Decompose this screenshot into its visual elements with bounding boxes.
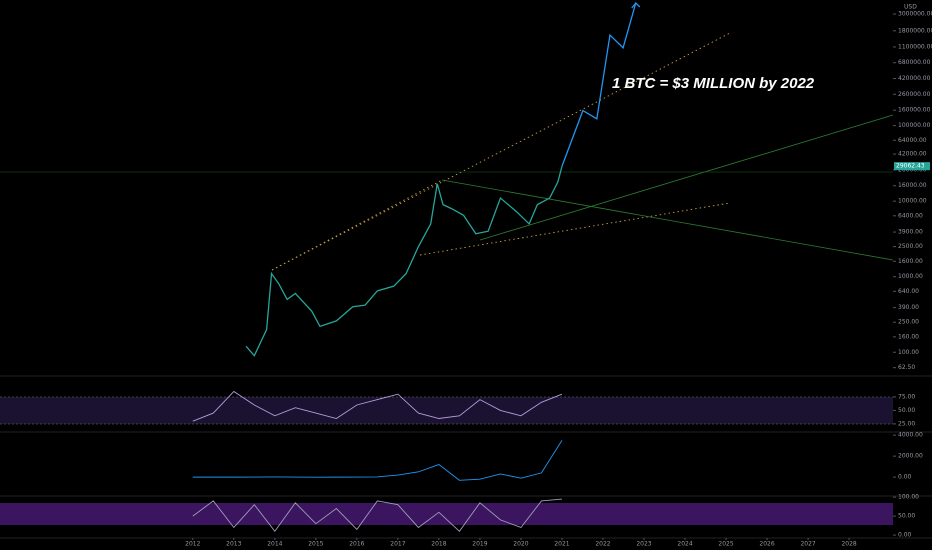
x-tick-label: 2021 xyxy=(554,541,569,548)
y-tick-label: 0.00 xyxy=(898,474,912,481)
last-price-box xyxy=(894,162,930,171)
y-tick-label: 1100000.00 xyxy=(898,43,932,50)
y-tick-label: 1000.00 xyxy=(898,273,923,280)
y-tick-label: 1800000.00 xyxy=(898,27,932,34)
y-tick-label: 160000.00 xyxy=(898,107,931,114)
y-tick-label: 250.00 xyxy=(898,319,919,326)
trend-line xyxy=(479,114,894,241)
x-tick-label: 2020 xyxy=(513,541,528,548)
y-tick-label: 100000.00 xyxy=(898,122,931,129)
y-tick-label: 4000.00 xyxy=(898,432,923,439)
arrow-head xyxy=(631,2,641,9)
axis-unit: USD xyxy=(904,4,917,11)
y-tick-label: 3900.00 xyxy=(898,229,923,236)
series-line xyxy=(192,498,563,533)
y-tick-label: 160.00 xyxy=(898,333,919,340)
x-tick-label: 2022 xyxy=(595,541,610,548)
y-tick-label: 0.00 xyxy=(898,532,912,539)
y-tick-label: 75.00 xyxy=(898,393,915,400)
y-tick-label: 420000.00 xyxy=(898,75,931,82)
x-tick-label: 2025 xyxy=(718,541,733,548)
trend-line xyxy=(441,179,894,261)
x-tick-label: 2014 xyxy=(267,541,282,548)
y-tick-label: 680000.00 xyxy=(898,59,931,66)
series-line xyxy=(192,440,563,481)
trend-line xyxy=(271,179,443,271)
y-tick-label: 100.00 xyxy=(898,349,919,356)
y-tick-label: 10000.00 xyxy=(898,198,927,205)
x-tick-label: 2013 xyxy=(226,541,241,548)
y-tick-label: 260000.00 xyxy=(898,91,931,98)
trend-line xyxy=(419,202,731,256)
y-tick-label: 25.00 xyxy=(898,420,915,427)
y-tick-label: 2500.00 xyxy=(898,243,923,250)
stoch-band xyxy=(0,503,893,525)
series-line xyxy=(192,390,563,422)
y-tick-label: 390.00 xyxy=(898,304,919,311)
y-tick-label: 16000.00 xyxy=(898,182,927,189)
x-tick-label: 2023 xyxy=(636,541,651,548)
x-tick-label: 2027 xyxy=(800,541,815,548)
rsi-band xyxy=(0,397,893,424)
x-tick-label: 2019 xyxy=(472,541,487,548)
y-tick-label: 2000.00 xyxy=(898,453,923,460)
y-tick-label: 640.00 xyxy=(898,288,919,295)
x-tick-label: 2028 xyxy=(841,541,856,548)
x-tick-label: 2016 xyxy=(349,541,364,548)
annotation: 1 BTC = $3 MILLION by 2022 xyxy=(612,75,815,92)
last-price-label: 29062.43 xyxy=(896,163,925,170)
x-tick-label: 2024 xyxy=(677,541,692,548)
y-tick-label: 42000.00 xyxy=(898,151,927,158)
x-tick-label: 2015 xyxy=(308,541,323,548)
y-tick-label: 1600.00 xyxy=(898,258,923,265)
y-tick-label: 50.00 xyxy=(898,407,915,414)
x-tick-label: 2012 xyxy=(185,541,200,548)
x-tick-label: 2018 xyxy=(431,541,446,548)
y-tick-label: 64000.00 xyxy=(898,137,927,144)
y-tick-label: 6400.00 xyxy=(898,212,923,219)
x-tick-label: 2017 xyxy=(390,541,405,548)
x-tick-label: 2026 xyxy=(759,541,774,548)
series-line xyxy=(561,2,637,167)
y-tick-label: 50.00 xyxy=(898,513,915,520)
y-tick-label: 3000000.00 xyxy=(898,11,932,18)
y-tick-label: 100.00 xyxy=(898,494,919,501)
y-tick-label: 62.50 xyxy=(898,364,915,371)
trend-line xyxy=(271,32,731,271)
series-line xyxy=(245,166,563,357)
